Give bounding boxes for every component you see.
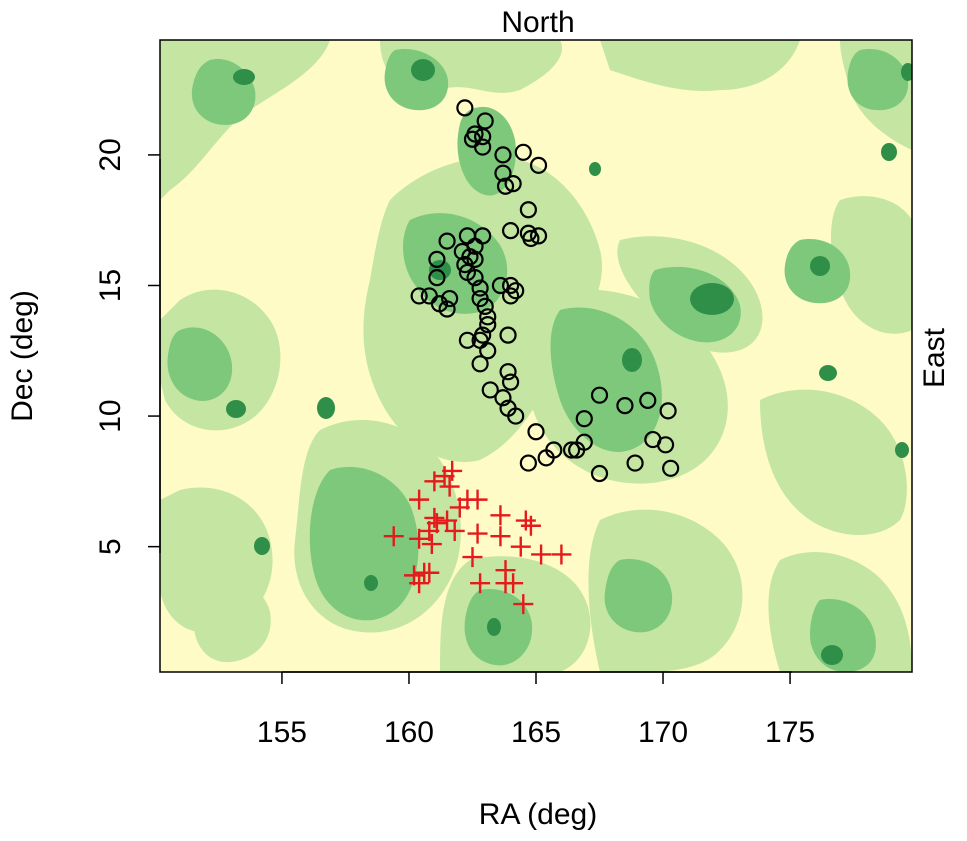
plus-point xyxy=(462,547,483,568)
circle-point xyxy=(491,276,510,295)
top-label: North xyxy=(501,6,574,39)
circle-point xyxy=(476,297,494,315)
right-label: East xyxy=(918,327,951,388)
x-tick-label: 160 xyxy=(384,716,434,749)
plus-point xyxy=(467,523,488,544)
circle-point xyxy=(507,282,525,300)
circle-point xyxy=(479,308,497,326)
plus-point xyxy=(515,510,536,531)
circle-point xyxy=(474,138,492,156)
circle-point xyxy=(456,99,474,117)
plus-point xyxy=(424,507,445,528)
circle-point xyxy=(662,459,680,477)
circle-point xyxy=(537,449,555,467)
circle-point xyxy=(590,386,609,404)
circle-point xyxy=(494,389,512,407)
plus-point xyxy=(409,489,430,510)
plus-point xyxy=(434,466,455,487)
circle-point xyxy=(428,250,446,268)
circle-point xyxy=(479,316,497,334)
circle-point xyxy=(481,381,499,399)
circle-point xyxy=(527,423,545,441)
circle-point xyxy=(441,289,459,308)
circle-point xyxy=(479,342,497,360)
x-tick-label: 175 xyxy=(765,716,815,749)
x-axis-title: RA (deg) xyxy=(479,798,597,831)
circle-point xyxy=(656,436,675,454)
plus-point xyxy=(444,520,465,541)
plus-point xyxy=(421,534,442,555)
circle-point xyxy=(410,287,428,305)
plus-point xyxy=(409,573,430,594)
plus-point xyxy=(531,544,552,565)
circle-point xyxy=(562,441,581,459)
y-tick-label: 20 xyxy=(94,138,127,171)
x-tick-label: 165 xyxy=(511,716,561,749)
circle-point xyxy=(428,269,446,287)
plus-point xyxy=(449,497,470,518)
circle-point xyxy=(499,326,517,344)
circle-point xyxy=(659,402,677,420)
plus-point xyxy=(439,476,460,497)
circle-point xyxy=(626,454,644,472)
plus-point xyxy=(470,573,491,594)
circle-point xyxy=(466,269,484,287)
circle-point xyxy=(438,300,456,318)
plus-point xyxy=(490,505,511,526)
circle-point xyxy=(616,397,634,415)
x-tick-label: 155 xyxy=(257,716,307,749)
circle-point xyxy=(456,255,474,274)
circle-point xyxy=(494,146,512,164)
circle-point xyxy=(504,175,522,193)
y-tick-label: 15 xyxy=(94,269,127,302)
circle-point xyxy=(590,464,609,483)
plus-point xyxy=(437,510,458,531)
circle-point xyxy=(522,229,540,248)
circle-point xyxy=(499,363,517,381)
x-tick-label: 170 xyxy=(638,716,688,749)
plus-point xyxy=(383,526,404,547)
circle-point xyxy=(501,222,520,240)
circle-point xyxy=(519,201,537,219)
circle-point xyxy=(639,391,657,409)
circle-point xyxy=(501,373,520,391)
plus-point xyxy=(424,471,445,492)
circle-point xyxy=(438,232,456,250)
circle-point xyxy=(575,410,593,428)
plus-point xyxy=(490,526,511,547)
plus-point xyxy=(510,536,531,557)
circle-point xyxy=(466,250,484,268)
y-tick-label: 10 xyxy=(94,399,127,432)
circle-point xyxy=(474,128,492,146)
y-axis: 5 10 15 20 xyxy=(94,138,161,555)
plus-point xyxy=(551,544,572,565)
circle-point xyxy=(471,355,489,373)
plus-point xyxy=(520,515,541,536)
y-axis-title: Dec (deg) xyxy=(6,290,39,422)
y-tick-label: 5 xyxy=(94,538,127,555)
plus-point xyxy=(513,594,534,615)
points-layer xyxy=(383,99,680,615)
circle-point xyxy=(496,177,515,195)
circle-point xyxy=(568,441,586,459)
plus-point xyxy=(419,562,440,583)
plus-point xyxy=(419,520,440,541)
plus-point xyxy=(503,573,524,594)
circle-point xyxy=(519,454,537,472)
circle-point xyxy=(458,331,477,349)
circle-point xyxy=(501,287,520,305)
circle-point xyxy=(494,164,512,182)
circle-point xyxy=(529,156,548,174)
circle-point xyxy=(529,227,548,245)
circle-point xyxy=(507,407,525,425)
density-contours xyxy=(160,40,912,672)
plus-point xyxy=(409,528,430,549)
circle-point xyxy=(501,276,520,295)
plus-point xyxy=(467,489,488,510)
circle-point xyxy=(514,143,532,161)
x-axis: 155 160 165 170 175 xyxy=(257,671,815,749)
circle-point xyxy=(471,279,489,297)
